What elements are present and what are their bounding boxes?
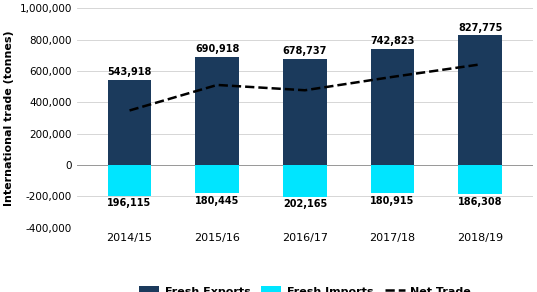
Y-axis label: International trade (tonnes): International trade (tonnes) [4, 30, 14, 206]
Text: 543,918: 543,918 [107, 67, 152, 77]
Bar [458, 165, 502, 194]
Bar [458, 35, 502, 165]
Bar [371, 48, 415, 165]
Bar [107, 80, 151, 165]
Text: 202,165: 202,165 [283, 199, 327, 209]
Bar [107, 165, 151, 196]
Text: 827,775: 827,775 [458, 23, 503, 33]
Text: 678,737: 678,737 [282, 46, 327, 56]
Bar [371, 165, 415, 193]
Text: 196,115: 196,115 [107, 198, 151, 208]
Text: 742,823: 742,823 [371, 36, 415, 46]
Text: 180,445: 180,445 [195, 196, 240, 206]
Legend: Fresh Exports, Fresh Imports, Net Trade: Fresh Exports, Fresh Imports, Net Trade [134, 281, 475, 292]
Text: 180,915: 180,915 [371, 196, 415, 206]
Bar [283, 59, 327, 165]
Text: 186,308: 186,308 [458, 197, 503, 207]
Text: 690,918: 690,918 [195, 44, 240, 54]
Bar [195, 57, 239, 165]
Bar [283, 165, 327, 197]
Bar [195, 165, 239, 193]
